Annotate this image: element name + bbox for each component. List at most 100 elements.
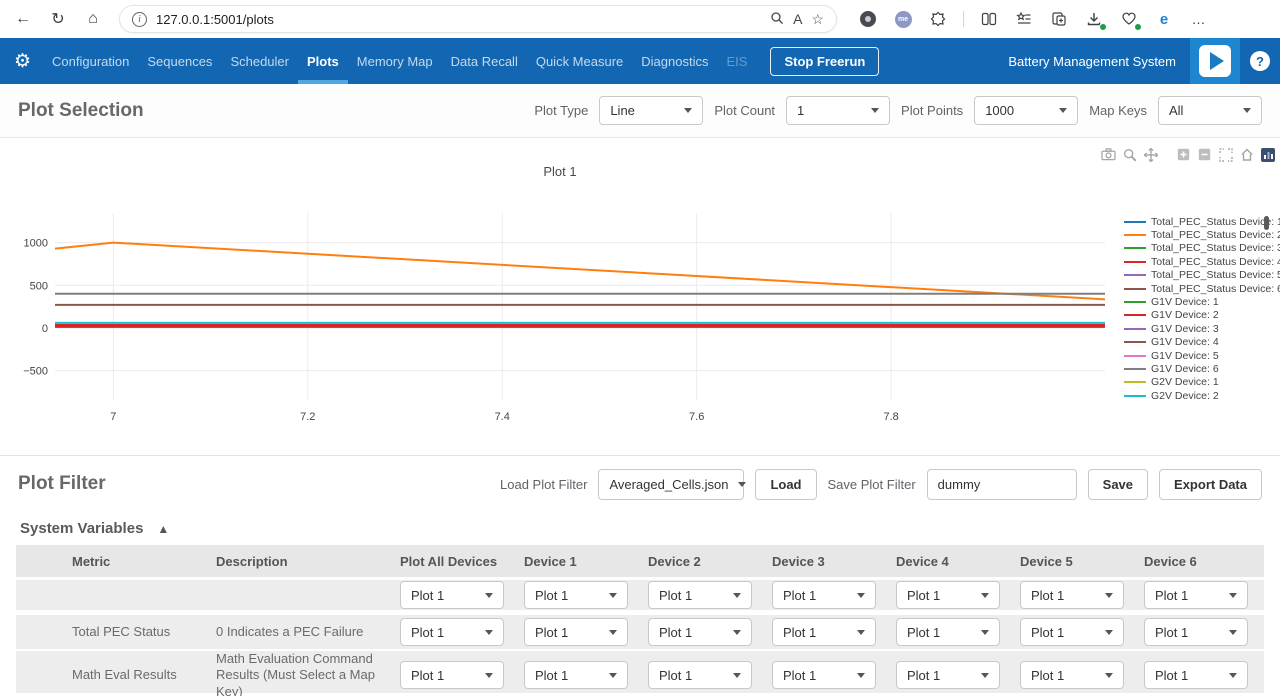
plot-assign-select[interactable]: Plot 1	[648, 581, 752, 609]
app-logo[interactable]	[1190, 38, 1240, 84]
column-header-device-3: Device 3	[768, 554, 892, 569]
legend-item[interactable]: Total_PEC_Status Device: 2	[1124, 228, 1272, 241]
legend-item[interactable]: G2V Device: 1	[1124, 376, 1272, 389]
read-aloud-icon[interactable]: A	[793, 11, 802, 27]
autoscale-icon[interactable]	[1217, 147, 1234, 162]
legend-item[interactable]: Total_PEC_Status Device: 1	[1124, 215, 1272, 228]
url-text[interactable]: 127.0.0.1:5001/plots	[156, 12, 761, 27]
plot-assign-select[interactable]: Plot 1	[648, 661, 752, 689]
legend-swatch	[1124, 341, 1146, 343]
plot-assign-select[interactable]: Plot 1	[1020, 618, 1124, 646]
page-info-icon[interactable]: i	[132, 12, 147, 27]
zoom-out-icon[interactable]	[1196, 147, 1213, 162]
plot-assign-select[interactable]: Plot 1	[524, 581, 628, 609]
column-header-device-1: Device 1	[520, 554, 644, 569]
select-value: Plot 1	[535, 668, 568, 683]
plot-points-label: Plot Points	[901, 103, 963, 118]
plot-assign-select[interactable]: Plot 1	[400, 581, 504, 609]
home-icon[interactable]: ⌂	[84, 10, 102, 28]
plot-assign-select[interactable]: Plot 1	[400, 618, 504, 646]
legend-label: G1V Device: 3	[1151, 323, 1219, 335]
extension-circle-icon[interactable]	[858, 9, 878, 29]
nav-item-configuration[interactable]: Configuration	[43, 38, 138, 84]
legend-item[interactable]: G2V Device: 2	[1124, 389, 1272, 402]
load-plot-filter-select[interactable]: Averaged_Cells.json	[598, 469, 744, 500]
plot-assign-select[interactable]: Plot 1	[772, 661, 876, 689]
edge-mode-icon[interactable]: e	[1154, 9, 1174, 29]
download-plot-icon[interactable]	[1100, 147, 1117, 162]
back-icon[interactable]: ←	[14, 10, 32, 28]
legend-label: G1V Device: 2	[1151, 309, 1219, 321]
legend-item[interactable]: G1V Device: 2	[1124, 309, 1272, 322]
legend-item[interactable]: G1V Device: 1	[1124, 295, 1272, 308]
plot-assign-select[interactable]: Plot 1	[896, 661, 1000, 689]
plot-assign-select[interactable]: Plot 1	[524, 618, 628, 646]
collections-icon[interactable]	[1014, 9, 1034, 29]
extension-shape-icon[interactable]	[928, 9, 948, 29]
pan-icon[interactable]	[1142, 147, 1159, 162]
plot-points-select[interactable]: 1000	[974, 96, 1078, 125]
plot-canvas[interactable]: 10005000−50077.27.47.67.8	[0, 205, 1120, 425]
split-screen-icon[interactable]	[979, 9, 999, 29]
profile-badge-icon[interactable]: me	[893, 9, 913, 29]
plot-assign-select[interactable]: Plot 1	[772, 618, 876, 646]
plot-assign-select[interactable]: Plot 1	[1144, 581, 1248, 609]
legend-item[interactable]: Total_PEC_Status Device: 5	[1124, 269, 1272, 282]
column-header-device-2: Device 2	[644, 554, 768, 569]
plot-count-select[interactable]: 1	[786, 96, 890, 125]
export-data-button[interactable]: Export Data	[1159, 469, 1262, 500]
legend-item[interactable]: Total_PEC_Status Device: 4	[1124, 255, 1272, 268]
nav-item-quick-measure[interactable]: Quick Measure	[527, 38, 632, 84]
refresh-icon[interactable]: ↻	[49, 9, 67, 29]
y-tick-label: −500	[23, 366, 48, 378]
collapse-icon[interactable]: ▲	[157, 522, 169, 536]
legend-item[interactable]: Total_PEC_Status Device: 3	[1124, 242, 1272, 255]
stop-freerun-button[interactable]: Stop Freerun	[770, 47, 879, 76]
favorite-star-icon[interactable]: ☆	[811, 11, 824, 28]
downloads-icon[interactable]	[1084, 9, 1104, 29]
nav-item-data-recall[interactable]: Data Recall	[442, 38, 527, 84]
plot-assign-select[interactable]: Plot 1	[400, 661, 504, 689]
nav-item-scheduler[interactable]: Scheduler	[221, 38, 298, 84]
plot-assign-select[interactable]: Plot 1	[772, 581, 876, 609]
zoom-in-icon[interactable]	[1175, 147, 1192, 162]
copy-page-icon[interactable]	[1049, 9, 1069, 29]
reset-axes-icon[interactable]	[1238, 147, 1255, 162]
plot-assign-select[interactable]: Plot 1	[1144, 618, 1248, 646]
select-value: Plot 1	[411, 588, 444, 603]
help-icon[interactable]: ?	[1250, 51, 1270, 71]
nav-item-diagnostics[interactable]: Diagnostics	[632, 38, 717, 84]
load-button[interactable]: Load	[755, 469, 816, 500]
nav-item-plots[interactable]: Plots	[298, 38, 348, 84]
plot-assign-select[interactable]: Plot 1	[896, 618, 1000, 646]
settings-gear-icon[interactable]: ⚙	[14, 50, 31, 73]
plot-assign-select[interactable]: Plot 1	[524, 661, 628, 689]
series-line[interactable]	[55, 243, 1105, 300]
legend-item[interactable]: G1V Device: 3	[1124, 322, 1272, 335]
legend-item[interactable]: G1V Device: 6	[1124, 362, 1272, 375]
nav-item-eis[interactable]: EIS	[717, 38, 756, 84]
legend-scrollbar[interactable]	[1264, 216, 1269, 230]
save-button[interactable]: Save	[1088, 469, 1148, 500]
address-bar[interactable]: i 127.0.0.1:5001/plots A ☆	[119, 5, 837, 33]
legend-item[interactable]: G1V Device: 4	[1124, 336, 1272, 349]
plot-assign-select[interactable]: Plot 1	[1020, 581, 1124, 609]
nav-item-memory-map[interactable]: Memory Map	[348, 38, 442, 84]
more-options-icon[interactable]: …	[1189, 9, 1209, 29]
legend-swatch	[1124, 368, 1146, 370]
nav-item-sequences[interactable]: Sequences	[138, 38, 221, 84]
search-icon[interactable]	[770, 11, 784, 28]
map-keys-select[interactable]: All	[1158, 96, 1262, 125]
plot-assign-select[interactable]: Plot 1	[896, 581, 1000, 609]
zoom-icon[interactable]	[1121, 147, 1138, 162]
legend-item[interactable]: G1V Device: 5	[1124, 349, 1272, 362]
browser-essentials-icon[interactable]	[1119, 9, 1139, 29]
plot-assign-select[interactable]: Plot 1	[1020, 661, 1124, 689]
chevron-down-icon	[1229, 593, 1237, 598]
plot-assign-select[interactable]: Plot 1	[648, 618, 752, 646]
plot-type-select[interactable]: Line	[599, 96, 703, 125]
plot-assign-select[interactable]: Plot 1	[1144, 661, 1248, 689]
legend-item[interactable]: Total_PEC_Status Device: 6	[1124, 282, 1272, 295]
plotly-logo-icon[interactable]	[1259, 147, 1276, 162]
save-plot-filter-input[interactable]	[927, 469, 1077, 500]
